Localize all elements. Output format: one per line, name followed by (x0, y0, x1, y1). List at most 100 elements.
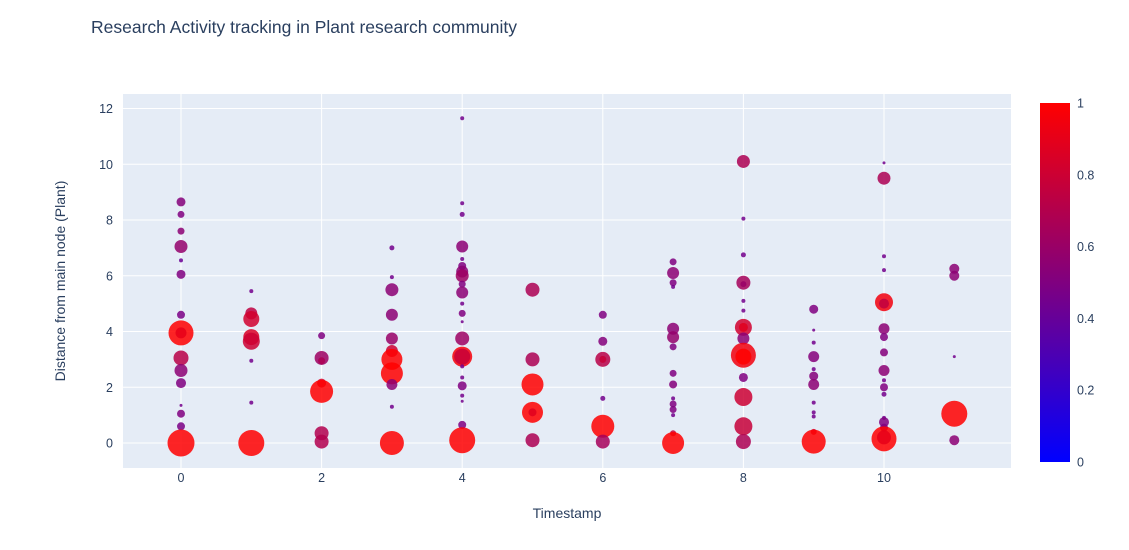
data-point[interactable] (243, 310, 260, 327)
data-point[interactable] (238, 430, 265, 456)
data-point[interactable] (735, 434, 751, 450)
data-point[interactable] (385, 283, 399, 297)
data-point[interactable] (459, 211, 465, 217)
data-point[interactable] (177, 210, 185, 218)
data-point[interactable] (741, 308, 746, 313)
data-point[interactable] (669, 400, 677, 408)
data-point[interactable] (460, 257, 465, 262)
data-point[interactable] (808, 378, 820, 390)
data-point[interactable] (173, 350, 189, 366)
data-point[interactable] (177, 227, 185, 235)
data-point[interactable] (878, 365, 890, 377)
data-point[interactable] (525, 352, 540, 367)
data-point[interactable] (949, 435, 960, 446)
data-point[interactable] (176, 378, 186, 389)
data-point[interactable] (738, 322, 748, 332)
data-point[interactable] (667, 331, 680, 344)
data-point[interactable] (460, 320, 464, 324)
data-point[interactable] (949, 270, 960, 281)
data-point[interactable] (811, 367, 816, 372)
data-point[interactable] (177, 422, 185, 431)
data-point[interactable] (878, 323, 890, 335)
data-point[interactable] (737, 332, 750, 345)
data-point[interactable] (811, 400, 816, 405)
data-point[interactable] (454, 348, 471, 365)
data-point[interactable] (174, 364, 188, 378)
data-point[interactable] (179, 258, 183, 263)
data-point[interactable] (812, 328, 816, 332)
data-point[interactable] (176, 269, 186, 279)
data-point[interactable] (882, 254, 886, 259)
data-point[interactable] (177, 409, 185, 418)
data-point[interactable] (735, 348, 752, 365)
data-point[interactable] (525, 282, 540, 297)
data-point[interactable] (801, 429, 826, 454)
data-point[interactable] (877, 430, 891, 445)
data-point[interactable] (460, 116, 465, 121)
data-point[interactable] (877, 171, 891, 185)
data-point[interactable] (662, 432, 685, 454)
data-point[interactable] (667, 266, 680, 279)
data-point[interactable] (456, 286, 469, 299)
data-point[interactable] (600, 395, 606, 401)
data-point[interactable] (881, 391, 887, 397)
data-point[interactable] (952, 355, 956, 359)
data-point[interactable] (314, 434, 329, 449)
data-point[interactable] (734, 388, 753, 407)
data-point[interactable] (179, 403, 183, 407)
data-point[interactable] (460, 364, 465, 369)
data-point[interactable] (177, 310, 185, 319)
data-point[interactable] (811, 340, 816, 345)
data-point[interactable] (811, 410, 816, 415)
data-point[interactable] (669, 343, 677, 351)
data-point[interactable] (591, 414, 615, 438)
data-point[interactable] (669, 279, 677, 287)
data-point[interactable] (671, 396, 676, 401)
data-point[interactable] (460, 301, 465, 306)
data-point[interactable] (449, 427, 476, 454)
data-point[interactable] (599, 355, 607, 363)
data-point[interactable] (458, 280, 466, 288)
data-point[interactable] (882, 268, 886, 273)
data-point[interactable] (455, 269, 469, 283)
data-point[interactable] (389, 245, 395, 251)
data-point[interactable] (380, 362, 403, 385)
data-point[interactable] (669, 258, 677, 266)
data-point[interactable] (455, 331, 470, 346)
data-point[interactable] (667, 322, 680, 335)
data-point[interactable] (458, 309, 466, 317)
data-point[interactable] (736, 154, 750, 168)
data-point[interactable] (389, 275, 394, 280)
data-point[interactable] (809, 371, 819, 381)
data-point[interactable] (598, 336, 608, 346)
data-point[interactable] (671, 413, 676, 418)
data-point[interactable] (809, 304, 819, 314)
data-point[interactable] (318, 357, 326, 365)
data-point[interactable] (176, 197, 186, 207)
data-point[interactable] (598, 310, 607, 319)
data-point[interactable] (880, 383, 888, 392)
data-point[interactable] (386, 378, 398, 390)
data-point[interactable] (740, 281, 747, 288)
data-point[interactable] (941, 400, 968, 427)
data-point[interactable] (521, 373, 544, 396)
data-point[interactable] (249, 358, 254, 363)
data-point[interactable] (460, 393, 465, 398)
data-point[interactable] (669, 406, 677, 414)
data-point[interactable] (879, 298, 889, 309)
data-point[interactable] (458, 420, 467, 429)
data-point[interactable] (457, 381, 467, 391)
data-point[interactable] (811, 414, 816, 419)
data-point[interactable] (249, 400, 254, 405)
data-point[interactable] (741, 298, 746, 303)
data-point[interactable] (528, 408, 537, 417)
data-point[interactable] (595, 434, 610, 449)
data-point[interactable] (175, 327, 187, 339)
data-point[interactable] (669, 369, 677, 377)
data-point[interactable] (882, 378, 886, 383)
data-point[interactable] (734, 417, 753, 436)
data-point[interactable] (882, 161, 886, 165)
data-point[interactable] (741, 216, 746, 221)
data-point[interactable] (174, 239, 188, 253)
